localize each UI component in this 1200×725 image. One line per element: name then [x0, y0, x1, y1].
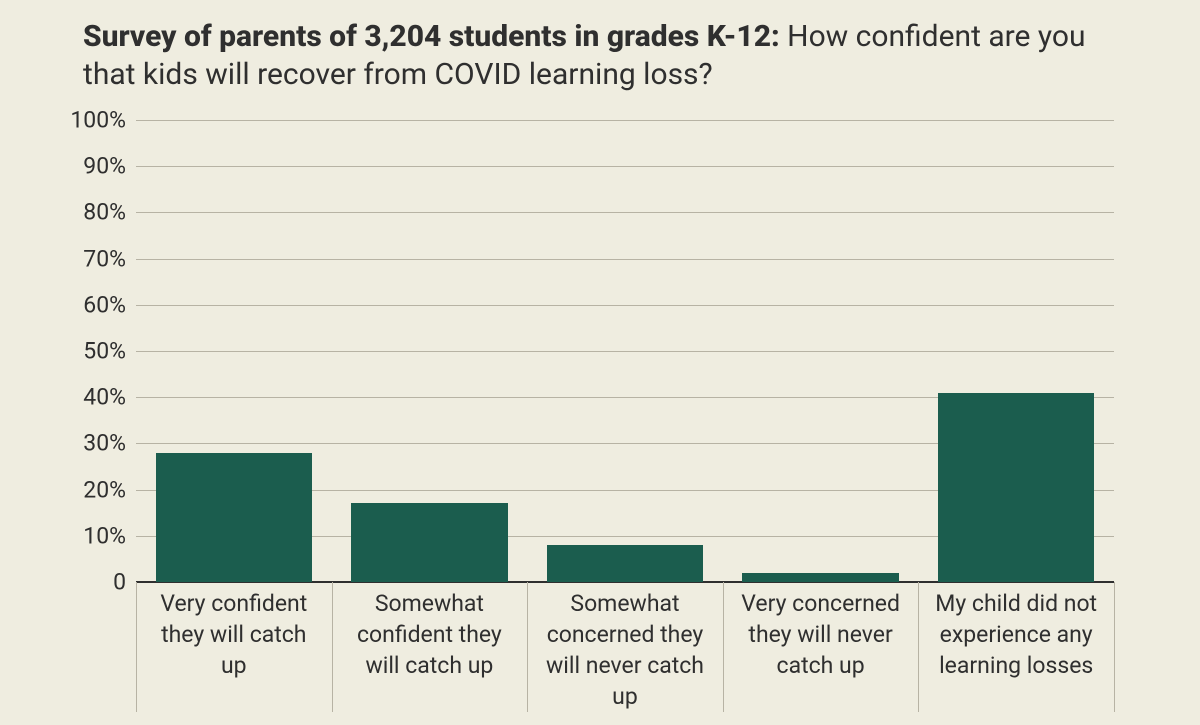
category-cell: Somewhat concerned they will never catch… — [527, 582, 723, 712]
y-axis-label: 10% — [83, 522, 136, 549]
chart-title: Survey of parents of 3,204 students in g… — [83, 18, 1140, 93]
y-axis-label: 60% — [83, 291, 136, 318]
y-axis-label: 100% — [70, 107, 136, 134]
bar — [351, 503, 507, 582]
y-axis-label: 0 — [113, 569, 136, 596]
gridline — [136, 305, 1114, 306]
category-label: Very confident they will catch up — [136, 582, 332, 681]
category-cell: My child did not experience any learning… — [918, 582, 1114, 712]
category-label: Somewhat confident they will catch up — [332, 582, 528, 681]
bar — [742, 573, 898, 582]
bar — [156, 453, 312, 582]
gridline — [136, 259, 1114, 260]
gridline — [136, 166, 1114, 167]
y-axis-label: 70% — [83, 245, 136, 272]
category-separator — [1114, 582, 1115, 712]
survey-bar-chart: Survey of parents of 3,204 students in g… — [0, 0, 1200, 725]
y-axis-label: 40% — [83, 384, 136, 411]
category-cell: Somewhat confident they will catch up — [332, 582, 528, 712]
category-cell: Very concerned they will never catch up — [723, 582, 919, 712]
category-label: Very concerned they will never catch up — [723, 582, 919, 681]
category-label: Somewhat concerned they will never catch… — [527, 582, 723, 712]
y-axis-label: 20% — [83, 476, 136, 503]
y-axis-label: 50% — [83, 338, 136, 365]
bar — [547, 545, 703, 582]
chart-title-bold: Survey of parents of 3,204 students in g… — [83, 19, 780, 54]
category-label: My child did not experience any learning… — [918, 582, 1114, 681]
category-cell: Very confident they will catch up — [136, 582, 332, 712]
gridline — [136, 351, 1114, 352]
y-axis-label: 90% — [83, 153, 136, 180]
bar — [938, 393, 1094, 582]
plot-area: 010%20%30%40%50%60%70%80%90%100% — [136, 120, 1114, 582]
y-axis-label: 80% — [83, 199, 136, 226]
category-axis: Very confident they will catch upSomewha… — [136, 582, 1114, 712]
gridline — [136, 212, 1114, 213]
y-axis-label: 30% — [83, 430, 136, 457]
gridline — [136, 120, 1114, 121]
